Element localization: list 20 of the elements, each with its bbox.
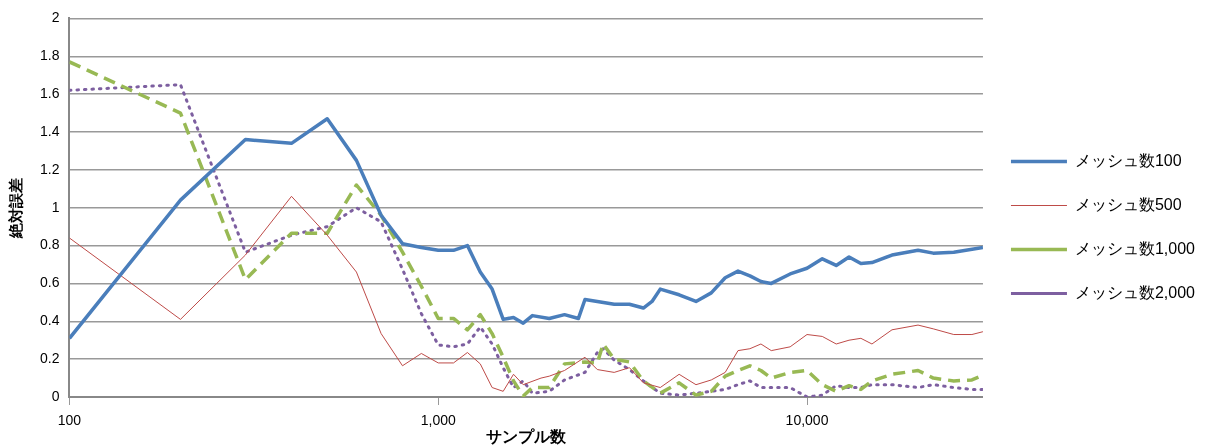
y-tick-label: 0.2 [39, 350, 60, 366]
y-tick-label: 1.4 [39, 122, 60, 139]
y-tick-label: 0.6 [39, 274, 60, 291]
y-tick-label: 0.8 [39, 236, 60, 253]
legend-label: メッシュ数100 [1074, 151, 1182, 169]
y-tick-label: 0.4 [39, 312, 60, 329]
x-tick-label: 10,000 [785, 412, 829, 429]
y-tick-label: 1.2 [39, 160, 60, 177]
x-tick-label: 100 [57, 412, 82, 429]
x-axis-title: サンプル数 [486, 427, 568, 445]
y-tick-label: 0 [51, 387, 60, 404]
legend-label: メッシュ数2,000 [1074, 283, 1196, 301]
x-tick-label: 1,000 [420, 412, 456, 429]
y-tick-label: 2 [51, 9, 60, 26]
y-tick-label: 1 [51, 198, 60, 215]
legend-label: メッシュ数1,000 [1074, 239, 1196, 257]
y-tick-label: 1.8 [39, 47, 60, 64]
y-tick-label: 1.6 [39, 84, 60, 101]
legend-label: メッシュ数500 [1074, 195, 1182, 213]
y-axis-title: 絶対誤差 [7, 177, 25, 239]
